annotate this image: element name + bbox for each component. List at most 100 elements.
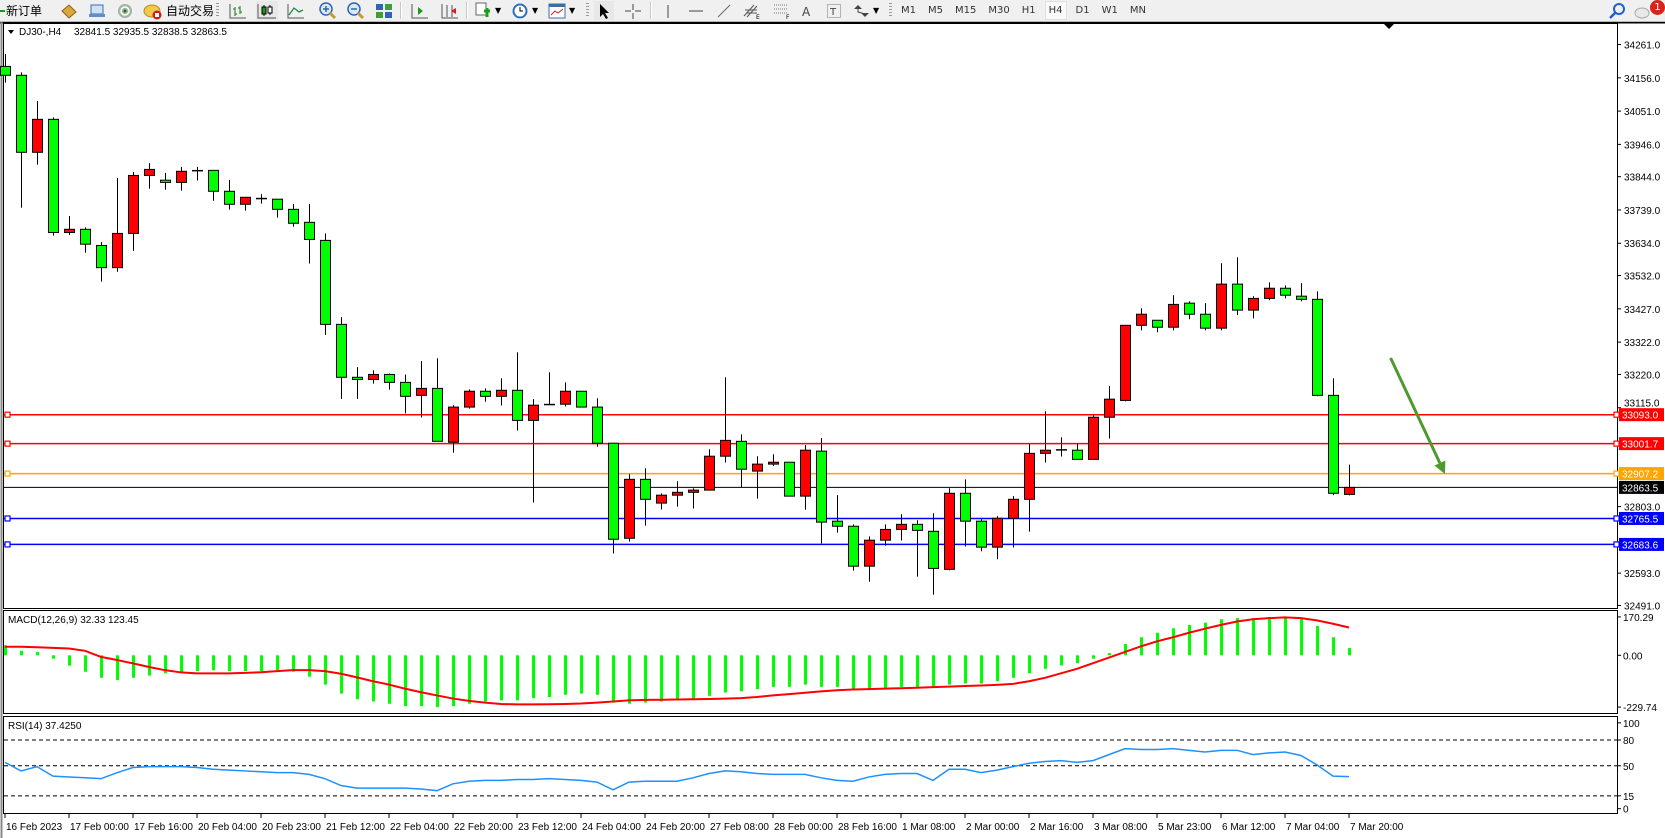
candle[interactable]: [544, 372, 555, 406]
candle[interactable]: [848, 524, 859, 571]
chart-shift-marker-icon[interactable]: [1384, 24, 1394, 29]
candle[interactable]: [112, 177, 123, 272]
search-button[interactable]: [1608, 1, 1626, 20]
horizontal-line-button[interactable]: [688, 1, 704, 20]
candle[interactable]: [304, 203, 315, 264]
arrow-annotation[interactable]: [1389, 357, 1442, 464]
candle[interactable]: [704, 449, 715, 491]
arrow-head[interactable]: [1434, 460, 1446, 474]
new-order-button[interactable]: 新订单: [0, 1, 42, 20]
text-label-button[interactable]: T: [826, 1, 842, 20]
candle[interactable]: [800, 445, 811, 510]
line-anchor-handle[interactable]: [4, 440, 11, 447]
candle[interactable]: [1184, 301, 1195, 320]
candle[interactable]: [768, 454, 779, 467]
market-watch-button[interactable]: [60, 1, 78, 20]
candle[interactable]: [640, 468, 651, 526]
candle[interactable]: [560, 382, 571, 407]
line-anchor-handle[interactable]: [4, 411, 11, 418]
chevron-down-icon[interactable]: ▼: [495, 6, 502, 15]
candle[interactable]: [1344, 464, 1355, 496]
candle[interactable]: [368, 370, 379, 384]
candle[interactable]: [896, 514, 907, 541]
candle[interactable]: [1056, 437, 1067, 457]
candle[interactable]: [1280, 285, 1291, 299]
candle[interactable]: [880, 524, 891, 546]
line-anchor-handle[interactable]: [1613, 411, 1620, 418]
timeframe-h1[interactable]: H1: [1021, 5, 1036, 16]
candle[interactable]: [208, 169, 219, 201]
candle[interactable]: [672, 481, 683, 507]
chat-button[interactable]: [1634, 1, 1652, 20]
candle[interactable]: [96, 241, 107, 282]
chevron-down-icon[interactable]: ▼: [873, 6, 880, 15]
auto-scroll-button[interactable]: [410, 1, 430, 20]
candle[interactable]: [32, 100, 43, 165]
line-anchor-handle[interactable]: [1613, 470, 1620, 477]
candle[interactable]: [1296, 283, 1307, 302]
chart-window[interactable]: DJ30-,H4 32841.5 32935.5 32838.5 32863.5 3…: [0, 22, 1665, 838]
timeframe-mn[interactable]: MN: [1129, 5, 1146, 16]
text-button[interactable]: A: [800, 1, 814, 20]
candle[interactable]: [160, 172, 171, 190]
candle[interactable]: [1168, 295, 1179, 331]
candle[interactable]: [48, 117, 59, 236]
chevron-down-icon[interactable]: ▼: [569, 6, 576, 15]
chart-shift-button[interactable]: [440, 1, 460, 20]
templates-button[interactable]: ▼: [548, 1, 575, 20]
candle[interactable]: [1216, 263, 1227, 331]
arrows-button[interactable]: ▼: [854, 1, 879, 20]
candle[interactable]: [256, 194, 267, 204]
candle[interactable]: [976, 519, 987, 552]
toolbar-grip[interactable]: [216, 3, 219, 18]
candle[interactable]: [224, 179, 235, 210]
trendline-button[interactable]: [716, 1, 732, 20]
candle[interactable]: [832, 495, 843, 533]
candlestick-button[interactable]: [256, 1, 278, 20]
line-anchor-handle[interactable]: [4, 515, 11, 522]
candle[interactable]: [1024, 444, 1035, 532]
timeframe-m15[interactable]: M15: [955, 5, 977, 16]
timeframe-d1[interactable]: D1: [1075, 5, 1090, 16]
tile-windows-button[interactable]: [375, 1, 393, 20]
candle[interactable]: [272, 198, 283, 218]
navigator-button[interactable]: [88, 1, 106, 20]
timeframe-m5[interactable]: M5: [928, 5, 943, 16]
candle[interactable]: [656, 493, 667, 510]
candle[interactable]: [128, 171, 139, 251]
vertical-line-button[interactable]: [662, 1, 674, 20]
candle[interactable]: [1104, 386, 1115, 439]
candle[interactable]: [752, 456, 763, 499]
equidistant-channel-button[interactable]: E: [742, 1, 762, 20]
candle[interactable]: [992, 516, 1003, 560]
candle[interactable]: [816, 438, 827, 544]
candle[interactable]: [1040, 411, 1051, 463]
candle[interactable]: [736, 434, 747, 488]
candle[interactable]: [480, 388, 491, 402]
candle[interactable]: [592, 398, 603, 447]
line-anchor-handle[interactable]: [4, 541, 11, 548]
candle[interactable]: [1312, 291, 1323, 397]
chevron-down-icon[interactable]: ▼: [532, 6, 539, 15]
candle[interactable]: [80, 227, 91, 253]
signals-button[interactable]: [116, 1, 134, 20]
candle[interactable]: [1232, 257, 1243, 316]
candle[interactable]: [416, 361, 427, 418]
timeframe-w1[interactable]: W1: [1101, 5, 1118, 16]
auto-trading-button[interactable]: 自动交易: [143, 1, 214, 20]
candle[interactable]: [1328, 378, 1339, 496]
candle[interactable]: [1248, 296, 1259, 319]
candle[interactable]: [864, 536, 875, 582]
candle[interactable]: [1200, 303, 1211, 331]
candle[interactable]: [608, 442, 619, 554]
line-anchor-handle[interactable]: [1613, 515, 1620, 522]
fibonacci-button[interactable]: F: [772, 1, 792, 20]
candle[interactable]: [64, 215, 75, 236]
candle[interactable]: [176, 166, 187, 191]
candle[interactable]: [464, 389, 475, 409]
candle[interactable]: [0, 54, 11, 83]
candle[interactable]: [1072, 443, 1083, 460]
candle[interactable]: [288, 203, 299, 227]
candle[interactable]: [432, 358, 443, 442]
timeframe-m30[interactable]: M30: [988, 5, 1010, 16]
